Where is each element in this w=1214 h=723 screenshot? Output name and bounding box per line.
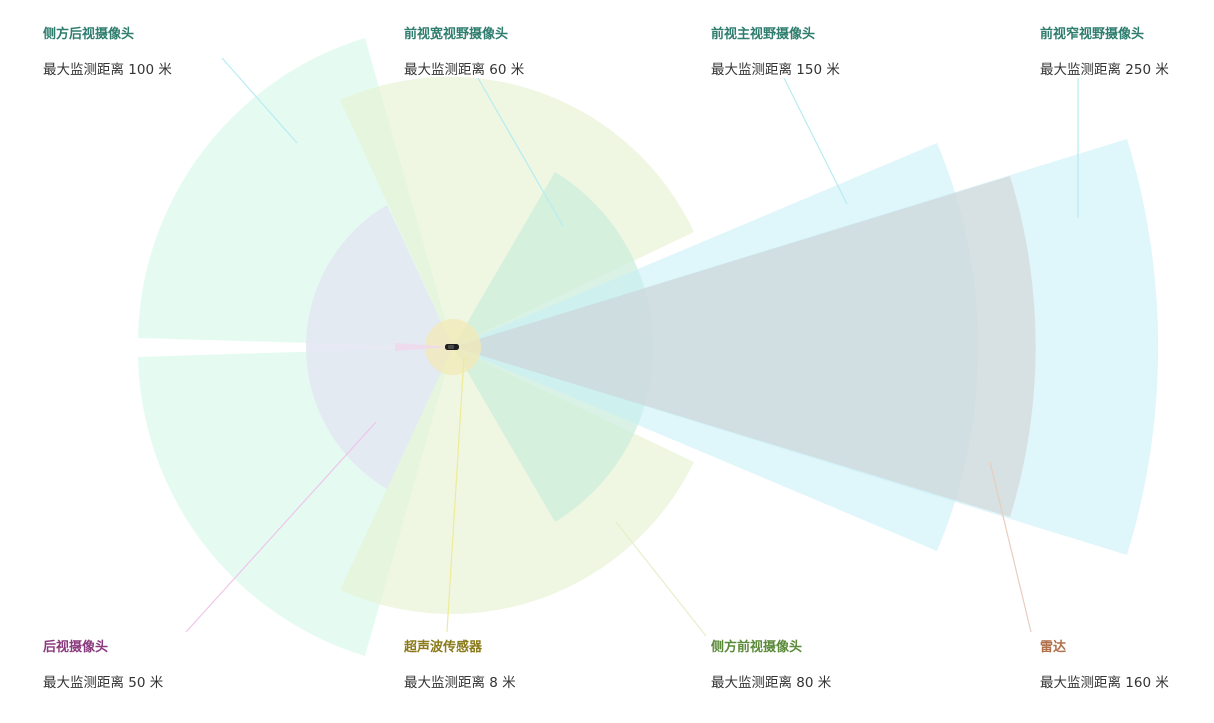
leader-lines xyxy=(185,57,1079,637)
leader-radar xyxy=(989,461,1032,633)
label-ultrasonic-sensor: 超声波传感器 最大监测距离 8 米 xyxy=(404,640,516,691)
sensor-range: 最大监测距离 250 米 xyxy=(1040,62,1169,78)
label-side-front-camera: 侧方前视摄像头 最大监测距离 80 米 xyxy=(711,640,831,691)
sensor-range: 最大监测距离 150 米 xyxy=(711,62,840,78)
leader-side-front xyxy=(615,521,707,637)
sensor-name: 侧方后视摄像头 xyxy=(43,27,135,42)
sensor-range: 最大监测距离 8 米 xyxy=(404,675,516,691)
label-rear-camera: 后视摄像头 最大监测距离 50 米 xyxy=(43,640,163,691)
car-icon xyxy=(445,344,459,350)
sensor-name: 后视摄像头 xyxy=(43,640,109,655)
sensor-name: 前视宽视野摄像头 xyxy=(404,27,509,42)
leader-front-wide xyxy=(477,77,564,227)
label-front-wide-camera: 前视宽视野摄像头 最大监测距离 60 米 xyxy=(404,27,524,78)
sensor-range: 最大监测距离 50 米 xyxy=(43,675,164,691)
sensor-name: 超声波传感器 xyxy=(404,640,483,655)
label-front-main-camera: 前视主视野摄像头 最大监测距离 150 米 xyxy=(711,27,840,78)
leader-ultrasonic xyxy=(446,356,465,633)
zone-front-wide-bottom xyxy=(340,347,694,614)
sensor-range: 最大监测距离 60 米 xyxy=(404,62,525,78)
sensor-range: 最大监测距离 100 米 xyxy=(43,62,172,78)
zone-front-wide-top xyxy=(340,76,694,347)
leader-side-rear xyxy=(221,57,298,144)
label-radar: 雷达 最大监测距离 160 米 xyxy=(1040,640,1169,691)
sensor-range: 最大监测距离 160 米 xyxy=(1040,675,1169,691)
sensor-name: 侧方前视摄像头 xyxy=(711,640,803,655)
label-front-narrow-camera: 前视窄视野摄像头 最大监测距离 250 米 xyxy=(1040,27,1169,78)
label-side-rear-camera: 侧方后视摄像头 最大监测距离 100 米 xyxy=(43,27,172,78)
sensor-name: 前视主视野摄像头 xyxy=(711,27,816,42)
sensor-name: 雷达 xyxy=(1040,640,1067,655)
sensor-name: 前视窄视野摄像头 xyxy=(1040,27,1145,42)
zone-radar xyxy=(453,176,1036,517)
zone-rear-sliver xyxy=(395,343,453,351)
leader-rear xyxy=(185,421,377,633)
sensor-range: 最大监测距离 80 米 xyxy=(711,675,832,691)
leader-front-main xyxy=(783,77,848,205)
zone-rear xyxy=(306,205,453,489)
